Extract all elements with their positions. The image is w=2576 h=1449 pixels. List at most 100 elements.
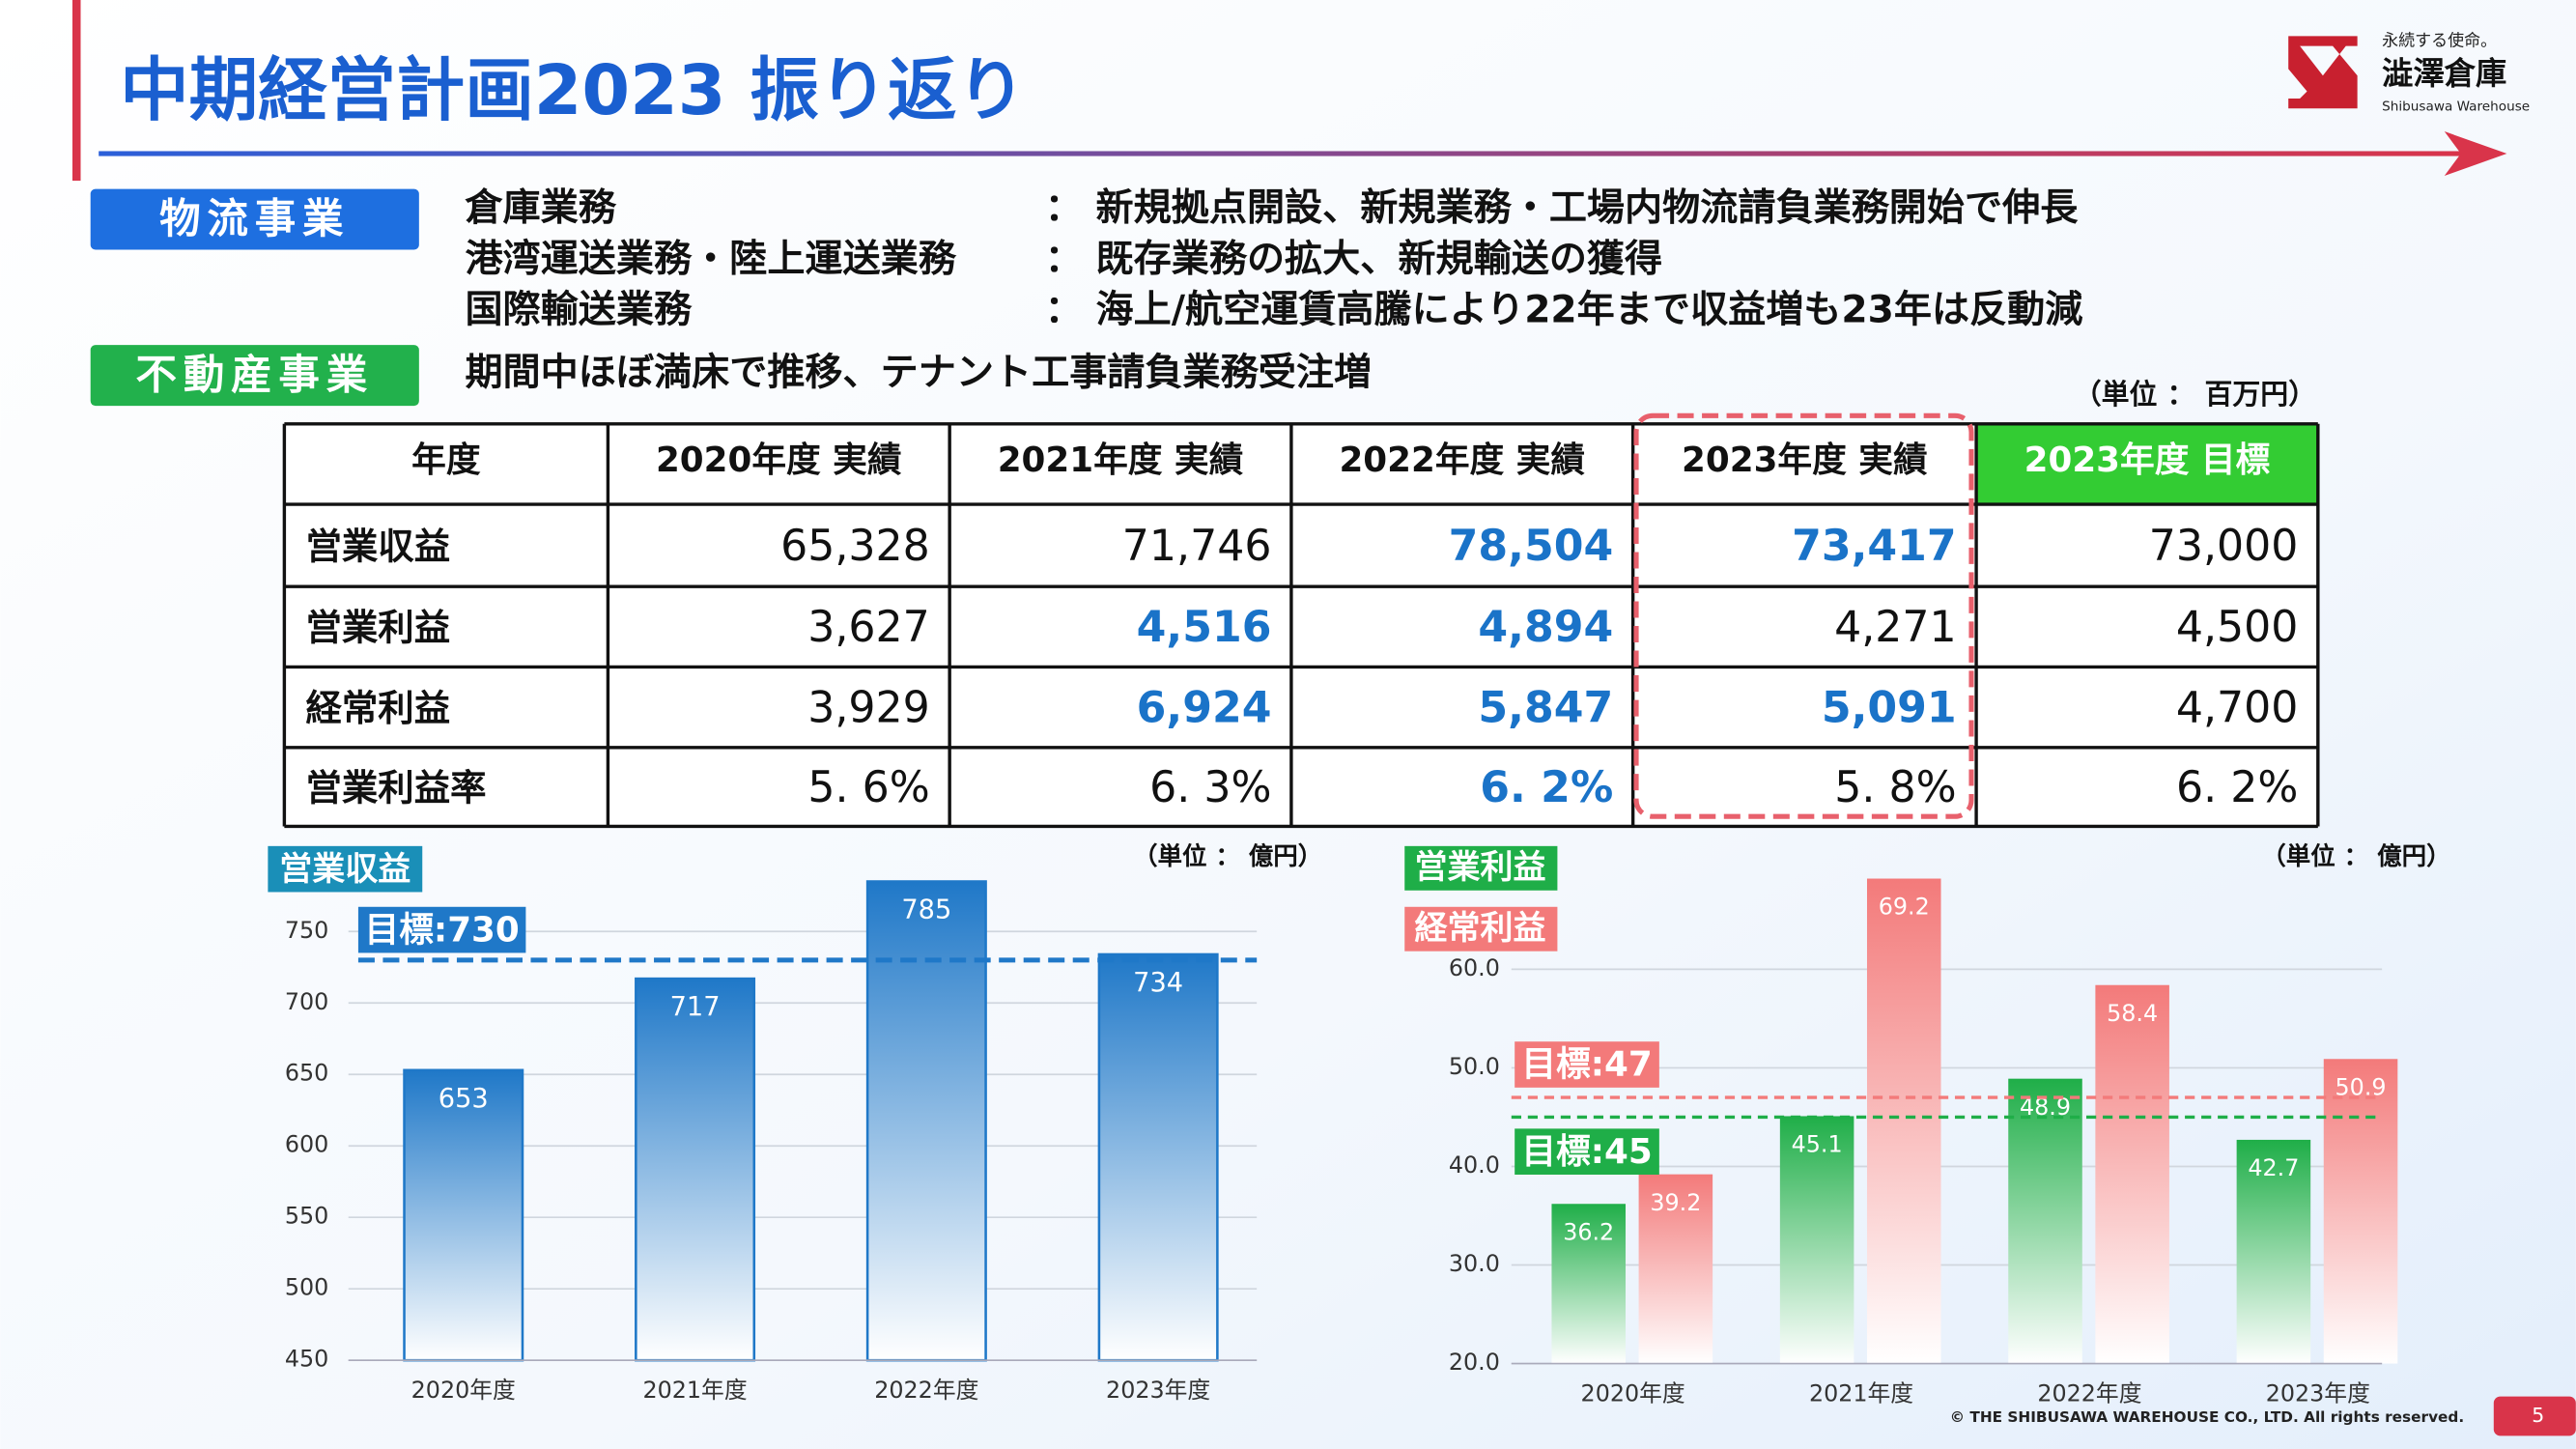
cell: 6. 3% [1149, 763, 1271, 812]
cell: 4,500 [2176, 603, 2299, 652]
value-label: 42.7 [2248, 1154, 2299, 1181]
item-name: 倉庫業務 [464, 186, 616, 230]
x-tick-label: 2020年度 [1581, 1379, 1685, 1406]
bar [403, 1068, 524, 1362]
item-name: 港湾運送業務・陸上運送業務 [465, 238, 956, 281]
target-label: 目標:47 [1521, 1045, 1652, 1085]
chart-unit: （単位 ： 億円） [2261, 842, 2450, 871]
column-header: 2021年度 実績 [998, 440, 1244, 480]
item-name: 国際輸送業務 [465, 289, 693, 332]
target-badge [357, 906, 526, 953]
cell: 4,894 [1478, 603, 1613, 652]
segment-label: 物流事業 [159, 196, 350, 243]
x-tick-label: 2021年度 [642, 1377, 747, 1404]
bar [1866, 878, 1941, 1364]
chart-title: 営業収益 [279, 850, 410, 889]
cell: 3,627 [807, 603, 930, 652]
cell: 4,516 [1137, 603, 1272, 652]
segment-label: 不動産事業 [136, 353, 375, 400]
x-tick-label: 2022年度 [874, 1377, 978, 1404]
item-text: 既存業務の拡大、新規輸送の獲得 [1096, 238, 1663, 281]
row-label: 営業収益 [305, 526, 450, 568]
copyright: © THE SHIBUSAWA WAREHOUSE CO., LTD. All … [1950, 1408, 2464, 1426]
x-tick-label: 2023年度 [2266, 1379, 2370, 1406]
segment-badge [90, 188, 419, 250]
cell: 5,091 [1822, 684, 1957, 733]
slide-title: 中期経営計画2023 振り返り [120, 50, 1026, 130]
item-text: 海上/航空運賃高騰により22年まで収益増も23年は反動減 [1096, 289, 2083, 332]
value-label: 45.1 [1792, 1131, 1843, 1158]
y-tick-label: 20.0 [1449, 1349, 1500, 1376]
charts: （単位 ： 億円） 450 500 550 600 650 700 750 2020年度 2021… [268, 842, 2451, 1406]
target-badge [1514, 1128, 1659, 1175]
page-badge [2493, 1396, 2576, 1436]
bar [2323, 1059, 2398, 1364]
item-colon: ： [1045, 186, 1083, 230]
cell: 4,271 [1834, 603, 1957, 652]
highlight-frame [1633, 412, 1974, 819]
target-label: 目標:45 [1521, 1132, 1652, 1172]
y-tick-label: 500 [285, 1274, 328, 1301]
value-label: 50.9 [2335, 1073, 2387, 1100]
bar [1097, 952, 1219, 1362]
legend-badge [1404, 906, 1558, 952]
row-label: 営業利益率 [305, 767, 486, 810]
cell: 65,328 [780, 522, 930, 571]
column-header: 2023年度 目標 [2024, 440, 2271, 480]
value-label: 69.2 [1879, 894, 1930, 921]
y-tick-label: 60.0 [1449, 954, 1500, 981]
x-tick-label: 2023年度 [1106, 1377, 1210, 1404]
y-tick-label: 700 [285, 988, 328, 1015]
title-rule [99, 151, 2465, 156]
cell: 78,504 [1449, 522, 1614, 571]
table: （単位 ： 百万円） 年度 2020年度 実績 2021年度 実績 2022年度 実績 2… [282, 378, 2320, 829]
cell: 3,929 [807, 684, 930, 733]
logo-mark [2288, 36, 2358, 109]
cell: 73,417 [1792, 522, 1957, 571]
segment-badge [90, 345, 419, 407]
title-arrow [2444, 131, 2507, 176]
cell: 6. 2% [1480, 763, 1613, 812]
y-tick-label: 50.0 [1449, 1053, 1500, 1080]
bar [2095, 984, 2169, 1364]
y-tick-label: 450 [285, 1346, 328, 1373]
cell: 73,000 [2149, 522, 2299, 571]
value-label: 717 [670, 992, 721, 1022]
x-tick-label: 2021年度 [1809, 1379, 1913, 1406]
column-header: 年度 [411, 440, 481, 480]
bar [1779, 1116, 1854, 1364]
value-label: 39.2 [1650, 1189, 1701, 1216]
column-header: 2020年度 実績 [656, 440, 902, 480]
bar [865, 880, 987, 1362]
chart-unit: （単位 ： 億円） [1133, 842, 1322, 871]
cell: 5,847 [1478, 684, 1613, 733]
cell: 5. 8% [1834, 763, 1956, 812]
y-tick-label: 550 [285, 1203, 328, 1230]
y-tick-label: 600 [285, 1131, 328, 1158]
table-unit: （単位 ： 百万円） [2074, 378, 2316, 411]
value-label: 653 [439, 1084, 489, 1114]
x-tick-label: 2022年度 [2037, 1379, 2141, 1406]
target-badge [1514, 1041, 1659, 1088]
logo-english: Shibusawa Warehouse [2382, 99, 2530, 115]
column-header: 2023年度 実績 [1682, 440, 1928, 480]
target-header-bg [1976, 423, 2318, 505]
legend-label: 営業利益 [1414, 848, 1545, 887]
column-header: 2022年度 実績 [1339, 440, 1585, 480]
y-tick-label: 650 [285, 1060, 328, 1087]
value-label: 36.2 [1563, 1218, 1614, 1245]
value-label: 785 [901, 895, 951, 925]
item-text: 期間中ほぼ満床で推移、テナント工事請負業務受注増 [465, 351, 1372, 394]
item-colon: ： [1045, 289, 1083, 332]
accent-bar [71, 0, 81, 182]
y-tick-label: 30.0 [1449, 1250, 1500, 1277]
bar [1638, 1174, 1713, 1364]
cell: 4,700 [2176, 684, 2299, 733]
logo-name: 澁澤倉庫 [2382, 55, 2506, 92]
x-tick-label: 2020年度 [411, 1377, 516, 1404]
legend-label: 経常利益 [1414, 909, 1545, 948]
y-tick-label: 40.0 [1449, 1151, 1500, 1179]
row-label: 営業利益 [305, 607, 450, 649]
